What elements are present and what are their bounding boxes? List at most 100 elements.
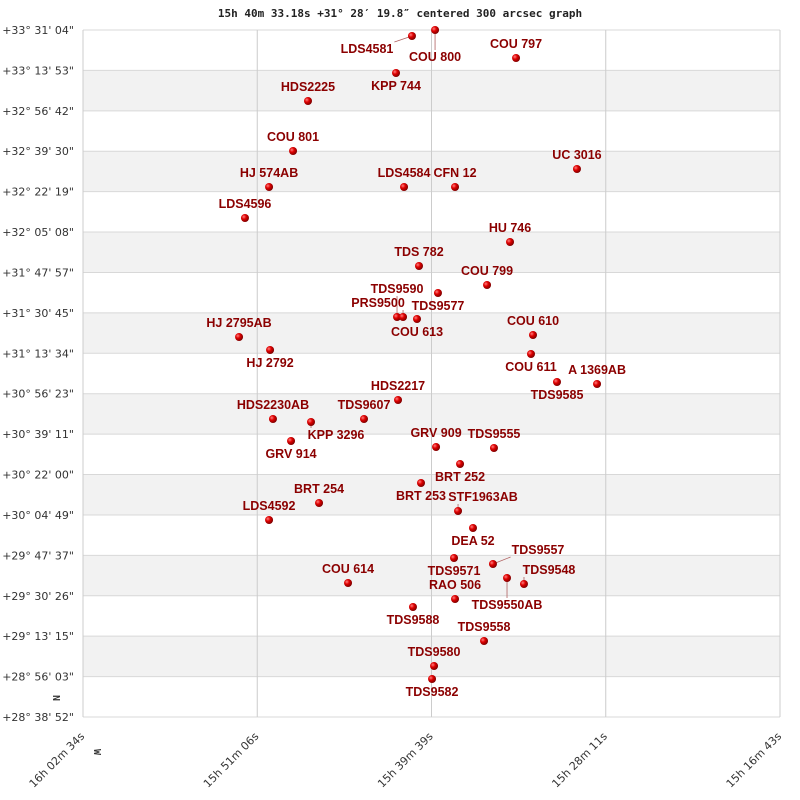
star-point[interactable]: TDS9577: [412, 289, 465, 313]
star-point[interactable]: CFN 12: [433, 166, 477, 192]
star-point[interactable]: COU 797: [490, 37, 542, 63]
star-point[interactable]: KPP 3296: [307, 417, 364, 442]
star-marker[interactable]: [451, 183, 460, 192]
star-point[interactable]: LDS4596: [219, 197, 272, 223]
star-marker[interactable]: [454, 506, 463, 515]
star-points: COU 800 LDS4581 COU 797 KPP 744 HDS2225 COU 8…: [206, 26, 626, 699]
star-point[interactable]: COU 611: [505, 350, 557, 374]
star-point[interactable]: COU 610: [507, 314, 559, 340]
star-label: DEA 52: [451, 534, 494, 548]
star-marker[interactable]: [266, 345, 275, 354]
star-marker[interactable]: [240, 214, 249, 223]
star-marker[interactable]: [488, 559, 497, 568]
star-point[interactable]: LDS4584: [378, 166, 431, 192]
star-marker[interactable]: [527, 350, 536, 359]
star-point[interactable]: GRV 914: [265, 437, 317, 461]
star-marker[interactable]: [503, 574, 512, 583]
star-point[interactable]: A 1369AB: [568, 363, 626, 389]
star-point[interactable]: LDS4581: [341, 32, 416, 56]
star-marker[interactable]: [529, 331, 538, 340]
star-point[interactable]: KPP 744: [371, 68, 421, 93]
star-marker[interactable]: [392, 68, 401, 77]
star-marker[interactable]: [265, 515, 274, 524]
star-point[interactable]: COU 799: [461, 264, 513, 290]
star-marker[interactable]: [393, 313, 402, 322]
star-point[interactable]: TDS9588: [387, 603, 440, 627]
star-marker[interactable]: [289, 147, 298, 156]
star-point[interactable]: STF1963AB: [448, 490, 518, 515]
star-label: PRS9500: [351, 296, 405, 310]
star-point[interactable]: HDS2230AB: [237, 398, 309, 424]
star-marker[interactable]: [268, 415, 277, 424]
star-marker[interactable]: [394, 396, 403, 405]
star-point[interactable]: PRS9500: [351, 296, 408, 322]
star-marker[interactable]: [360, 415, 369, 424]
star-marker[interactable]: [553, 378, 562, 387]
star-marker[interactable]: [506, 238, 515, 247]
star-marker[interactable]: [593, 380, 602, 389]
star-point[interactable]: COU 801: [267, 130, 319, 156]
star-marker[interactable]: [265, 183, 274, 192]
star-point[interactable]: COU 800: [409, 26, 461, 64]
star-marker[interactable]: [428, 675, 437, 684]
star-point[interactable]: TDS9548: [519, 563, 575, 589]
star-marker[interactable]: [468, 523, 477, 532]
y-tick-label: +29° 47' 37": [2, 549, 74, 562]
star-marker[interactable]: [287, 437, 296, 446]
star-point[interactable]: TDS9585: [531, 378, 584, 402]
star-marker[interactable]: [417, 478, 426, 487]
star-point[interactable]: TDS9558: [458, 620, 511, 646]
star-point[interactable]: UC 3016: [552, 148, 602, 174]
star-point[interactable]: HDS2225: [281, 80, 335, 105]
star-marker[interactable]: [431, 26, 440, 34]
star-point[interactable]: GRV 909: [410, 426, 462, 451]
star-point[interactable]: HJ 2795AB: [206, 316, 272, 342]
star-point[interactable]: BRT 254: [294, 482, 344, 508]
star-marker[interactable]: [433, 289, 442, 298]
star-marker[interactable]: [572, 165, 581, 174]
star-point[interactable]: RAO 506: [429, 578, 481, 604]
star-point[interactable]: TDS9580: [408, 645, 461, 671]
star-marker[interactable]: [456, 460, 465, 469]
star-marker[interactable]: [483, 281, 492, 290]
star-marker[interactable]: [415, 262, 424, 271]
star-marker[interactable]: [399, 313, 408, 322]
star-point[interactable]: HJ 2792: [246, 345, 294, 370]
star-label: TDS9607: [338, 398, 391, 412]
star-point[interactable]: HJ 574AB: [240, 166, 298, 192]
star-marker[interactable]: [315, 499, 324, 508]
star-marker[interactable]: [489, 443, 498, 452]
star-marker[interactable]: [432, 442, 441, 451]
star-point[interactable]: TDS 782: [394, 245, 444, 271]
star-marker[interactable]: [412, 315, 421, 324]
star-point[interactable]: HDS2217: [371, 379, 425, 405]
star-marker[interactable]: [408, 603, 417, 612]
star-point[interactable]: TDS9557: [488, 543, 564, 568]
star-point[interactable]: BRT 253: [396, 478, 446, 503]
star-marker[interactable]: [480, 637, 489, 646]
star-point[interactable]: HU 746: [489, 221, 531, 247]
star-marker[interactable]: [235, 333, 244, 342]
star-marker[interactable]: [304, 96, 313, 105]
star-point[interactable]: TDS9550AB: [472, 574, 543, 612]
star-marker[interactable]: [512, 54, 521, 63]
star-point[interactable]: TDS9555: [468, 427, 521, 452]
star-point[interactable]: TDS9582: [406, 675, 459, 699]
star-marker[interactable]: [307, 417, 316, 426]
star-point[interactable]: TDS9590: [371, 282, 424, 322]
star-point[interactable]: COU 614: [322, 562, 374, 587]
star-marker[interactable]: [450, 554, 459, 563]
star-label: HDS2225: [281, 80, 335, 94]
star-marker[interactable]: [430, 662, 439, 671]
star-point[interactable]: BRT 252: [435, 460, 485, 484]
star-marker[interactable]: [519, 580, 528, 589]
star-point[interactable]: COU 613: [391, 315, 443, 339]
star-marker[interactable]: [407, 32, 416, 41]
star-point[interactable]: TDS9571: [428, 554, 481, 578]
star-marker[interactable]: [344, 578, 353, 587]
star-point[interactable]: LDS4592: [243, 499, 296, 524]
star-point[interactable]: TDS9607: [338, 398, 391, 424]
star-point[interactable]: DEA 52: [451, 523, 495, 548]
star-marker[interactable]: [451, 595, 460, 604]
star-marker[interactable]: [400, 183, 409, 192]
